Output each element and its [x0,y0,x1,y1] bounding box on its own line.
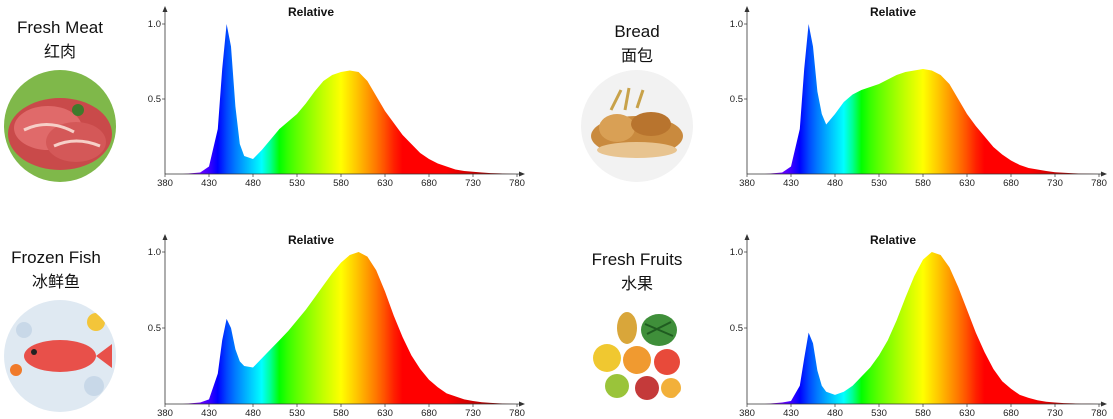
x-axis-arrow [519,401,525,407]
panel-bread: Bread 面包 380 430 480 530 580 630 680 730 780 0.5 1… [577,0,1113,200]
y-tick-label: 1.0 [148,247,161,258]
x-tick-label: 780 [1091,178,1107,189]
x-tick-label: 630 [959,408,975,419]
food-label-cn: 水果 [620,274,653,293]
food-label-en: Bread [614,22,660,41]
y-axis-arrow [162,234,168,240]
spectrum-area [165,24,517,174]
spectrum-chart: 380 430 480 530 580 630 680 730 780 0.5 1.0 Relativ… [730,233,1107,419]
x-tick-label: 730 [465,408,481,419]
x-tick-label: 780 [509,178,525,189]
x-tick-label: 380 [157,408,173,419]
panel-frozen-fish: Frozen Fish 冰鲜鱼 380 430 480 530 580 630 680 730… [0,228,540,419]
x-tick-label: 630 [377,178,393,189]
x-tick-label: 780 [509,408,525,419]
y-tick-label: 0.5 [730,323,743,334]
y-tick-label: 0.5 [148,323,161,334]
x-tick-label: 480 [245,178,261,189]
chart-title: Relative [870,233,916,247]
panel-fresh-meat: Fresh Meat 红肉 380 430 480 530 580 630 680 730 78… [0,0,540,200]
x-tick-label: 380 [157,178,173,189]
x-tick-label: 530 [871,178,887,189]
chart-title: Relative [870,5,916,19]
x-tick-label: 380 [739,178,755,189]
x-tick-label: 530 [871,408,887,419]
food-label-cn: 冰鲜鱼 [31,272,80,291]
chart-title: Relative [288,5,334,19]
x-tick-label: 730 [465,178,481,189]
x-tick-label: 430 [783,178,799,189]
x-tick-label: 480 [827,408,843,419]
spectrum-area [747,252,1099,404]
y-tick-label: 1.0 [148,19,161,30]
fruit-basket-photo-icon [581,300,693,412]
x-tick-label: 680 [421,178,437,189]
x-tick-label: 430 [783,408,799,419]
x-tick-label: 380 [739,408,755,419]
x-tick-label: 530 [289,408,305,419]
x-tick-label: 480 [245,408,261,419]
y-tick-label: 0.5 [730,94,743,105]
x-tick-label: 480 [827,178,843,189]
x-axis-arrow [1101,171,1107,177]
x-tick-label: 430 [201,178,217,189]
x-tick-label: 680 [421,408,437,419]
spectrum-chart: 380 430 480 530 580 630 680 730 780 0.5 1.0 Relativ… [148,5,525,189]
x-tick-label: 630 [377,408,393,419]
y-axis-arrow [744,6,750,12]
fish-on-ice-photo-icon [4,300,116,412]
x-tick-label: 430 [201,408,217,419]
spectrum-chart: 380 430 480 530 580 630 680 730 780 0.5 1.0 Relativ… [148,233,525,419]
y-tick-label: 1.0 [730,19,743,30]
raw-meat-photo-icon [4,70,116,182]
panel-fresh-fruits: Fresh Fruits 水果 380 430 480 530 580 630 680 730… [577,228,1113,419]
spectrum-area [747,24,1099,174]
x-tick-label: 730 [1047,408,1063,419]
x-tick-label: 580 [915,408,931,419]
y-tick-label: 1.0 [730,247,743,258]
chart-title: Relative [288,233,334,247]
x-tick-label: 530 [289,178,305,189]
food-label-en: Fresh Fruits [591,250,683,269]
food-label-en: Fresh Meat [17,18,103,37]
food-label-en: Frozen Fish [11,248,101,267]
spectrum-chart: 380 430 480 530 580 630 680 730 780 0.5 1.0 Relativ… [730,5,1107,189]
x-tick-label: 630 [959,178,975,189]
x-tick-label: 680 [1003,178,1019,189]
x-tick-label: 580 [333,178,349,189]
x-tick-label: 580 [333,408,349,419]
x-axis-arrow [1101,401,1107,407]
x-axis-arrow [519,171,525,177]
spectrum-area [165,252,517,404]
x-tick-label: 780 [1091,408,1107,419]
x-tick-label: 730 [1047,178,1063,189]
y-axis-arrow [744,234,750,240]
y-axis-arrow [162,6,168,12]
food-label-cn: 面包 [620,46,653,65]
x-tick-label: 580 [915,178,931,189]
food-label-cn: 红肉 [43,42,76,61]
x-tick-label: 680 [1003,408,1019,419]
bread-photo-icon [581,70,693,182]
y-tick-label: 0.5 [148,94,161,105]
